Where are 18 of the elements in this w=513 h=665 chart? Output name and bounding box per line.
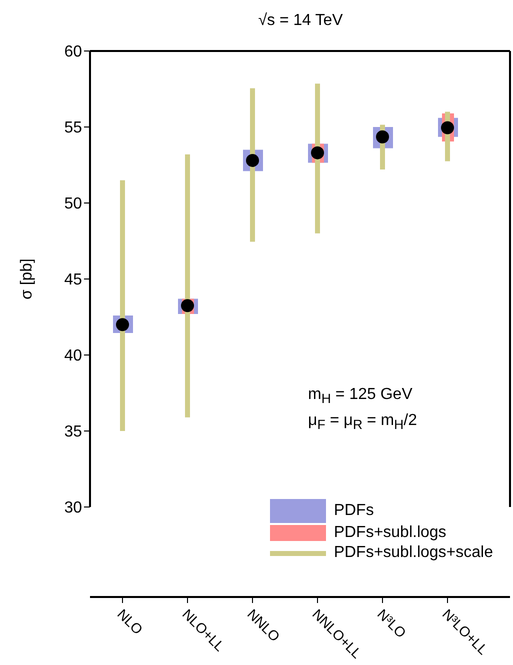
y-tick-label: 35 [64,424,82,441]
legend-label: PDFs [334,501,374,521]
y-tick-label: 40 [64,348,82,365]
y-tick-label: 55 [64,120,82,137]
y-tick-label: 60 [64,44,82,61]
y-axis-title: σ [pb] [18,258,36,300]
y-tick-label: 45 [64,272,82,289]
legend-label: PDFs+subl.logs [334,523,446,543]
chart-title: √s = 14 TeV [257,12,344,30]
bar [120,180,125,431]
bar [250,88,255,242]
bar [315,84,320,234]
bar [185,154,190,418]
y-tick-label: 30 [64,500,82,517]
y-tick-label: 50 [64,196,82,213]
annotation: μ$_{F}$ = μ$_{R}$ = m$_{H}$/2 [308,412,418,432]
legend-label: PDFs+subl.logs+scale [334,543,493,563]
annotation: m$_{H}$ = 125 GeV [308,386,412,406]
